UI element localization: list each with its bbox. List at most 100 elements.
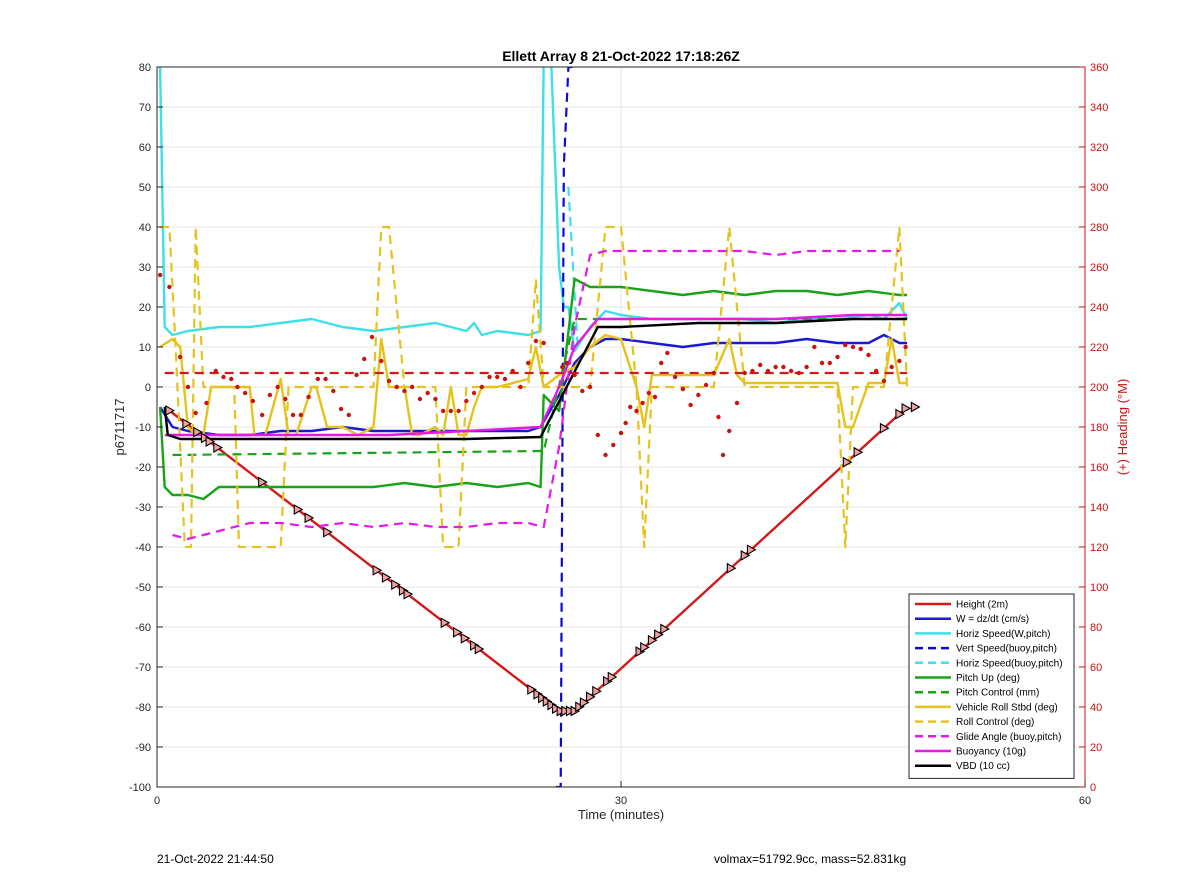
- heading-point: [881, 378, 887, 384]
- y2-tick-label: 240: [1090, 302, 1108, 314]
- heading-point: [167, 284, 172, 290]
- height-marker: [372, 564, 383, 576]
- series-line-4: [567, 186, 579, 348]
- heading-point: [572, 372, 577, 378]
- height-marker: [570, 705, 581, 717]
- y2-tick-label: 60: [1090, 662, 1102, 674]
- heading-point: [672, 374, 678, 380]
- y-tick-label: 60: [139, 142, 151, 154]
- y-tick-label: 70: [139, 102, 151, 114]
- series-layer: [158, 67, 909, 787]
- heading-point: [193, 410, 198, 416]
- y2-tick-label: 40: [1090, 702, 1102, 714]
- height-marker: [200, 432, 211, 444]
- legend-box: [908, 593, 1075, 779]
- series-line-10: [164, 313, 908, 437]
- legend-label: Vert Speed(buoy,pitch): [956, 644, 1057, 655]
- heading-point: [185, 384, 191, 390]
- heading-point: [652, 394, 658, 400]
- heading-point: [221, 374, 226, 380]
- legend-label: Roll Control (deg): [956, 717, 1034, 728]
- heading-point: [788, 368, 794, 374]
- height-marker: [635, 646, 646, 658]
- heading-point: [346, 412, 351, 418]
- heading-point: [479, 384, 484, 390]
- heading-point: [623, 420, 628, 426]
- series-line-8: [160, 225, 909, 549]
- y-tick-label: 30: [139, 262, 151, 274]
- series-line-9: [172, 249, 900, 541]
- x-axis-label: Time (minutes): [578, 807, 664, 822]
- height-marker: [547, 699, 558, 711]
- legend-label: Vehicle Roll Stbd (deg): [956, 702, 1058, 713]
- y-tick-label: -40: [135, 542, 151, 554]
- y-tick-label: -90: [135, 742, 151, 754]
- heading-point: [369, 334, 375, 340]
- heading-point: [696, 392, 701, 398]
- height-marker: [453, 626, 463, 638]
- height-marker: [538, 692, 548, 704]
- heading-point: [250, 398, 256, 404]
- y-tick-label: 10: [139, 342, 151, 354]
- heading-point: [580, 388, 585, 394]
- heading-point: [275, 384, 280, 390]
- heading-point: [819, 360, 825, 366]
- height-marker: [470, 639, 480, 651]
- heading-point: [903, 344, 908, 350]
- footer-timestamp: 21-Oct-2022 21:44:50: [157, 852, 274, 866]
- heading-point: [680, 386, 686, 392]
- heading-point: [495, 374, 500, 380]
- heading-point: [386, 378, 392, 384]
- heading-point: [379, 358, 384, 364]
- height-marker: [533, 688, 544, 700]
- heading-point: [331, 388, 336, 394]
- height-marker: [565, 705, 576, 717]
- y2-tick-label: 220: [1090, 342, 1108, 354]
- height-marker: [592, 685, 602, 697]
- x-tick-label: 60: [1079, 795, 1091, 807]
- height-marker: [165, 405, 175, 417]
- bottom-axis: 0 30 60: [154, 781, 1091, 807]
- height-marker: [551, 703, 562, 715]
- heading-point: [843, 342, 848, 348]
- heading-point: [242, 390, 248, 396]
- height-marker: [746, 544, 757, 556]
- heading-point: [634, 408, 639, 414]
- height-marker: [879, 422, 890, 434]
- y-tick-label: -10: [135, 422, 151, 434]
- height-marker: [556, 705, 567, 717]
- heading-point: [417, 396, 423, 402]
- y2-tick-label: 0: [1090, 782, 1096, 794]
- heading-point: [603, 452, 608, 458]
- y-tick-label: -50: [135, 582, 151, 594]
- series-line-5: [158, 277, 908, 501]
- heading-point: [587, 384, 593, 390]
- heading-points-layer: [157, 272, 908, 458]
- x-tick-label: 0: [154, 795, 160, 807]
- heading-point: [564, 360, 570, 366]
- heading-point: [858, 346, 863, 352]
- y-tick-label: 40: [139, 222, 151, 234]
- height-marker: [205, 436, 216, 448]
- y2-tick-label: 320: [1090, 142, 1108, 154]
- height-marker: [474, 643, 485, 655]
- heading-point: [827, 360, 832, 366]
- right-axis: 0 20 40 60 80 100 120 140 160 180 200 220 240 260 280 3…: [1079, 62, 1108, 794]
- heading-point: [727, 428, 732, 434]
- heading-point: [425, 390, 430, 396]
- height-marker: [403, 588, 414, 600]
- height-marker: [853, 446, 864, 458]
- heading-point: [283, 396, 288, 402]
- heading-point: [354, 372, 359, 378]
- y-tick-label: 20: [139, 302, 151, 314]
- height-marker: [647, 634, 658, 646]
- height-marker: [304, 512, 315, 524]
- height-marker: [213, 442, 223, 453]
- heading-point: [464, 398, 469, 404]
- heading-point: [298, 412, 304, 418]
- heading-point: [812, 344, 817, 350]
- heading-point: [659, 360, 664, 366]
- height-marker: [575, 701, 585, 713]
- y-tick-label: -70: [135, 662, 151, 674]
